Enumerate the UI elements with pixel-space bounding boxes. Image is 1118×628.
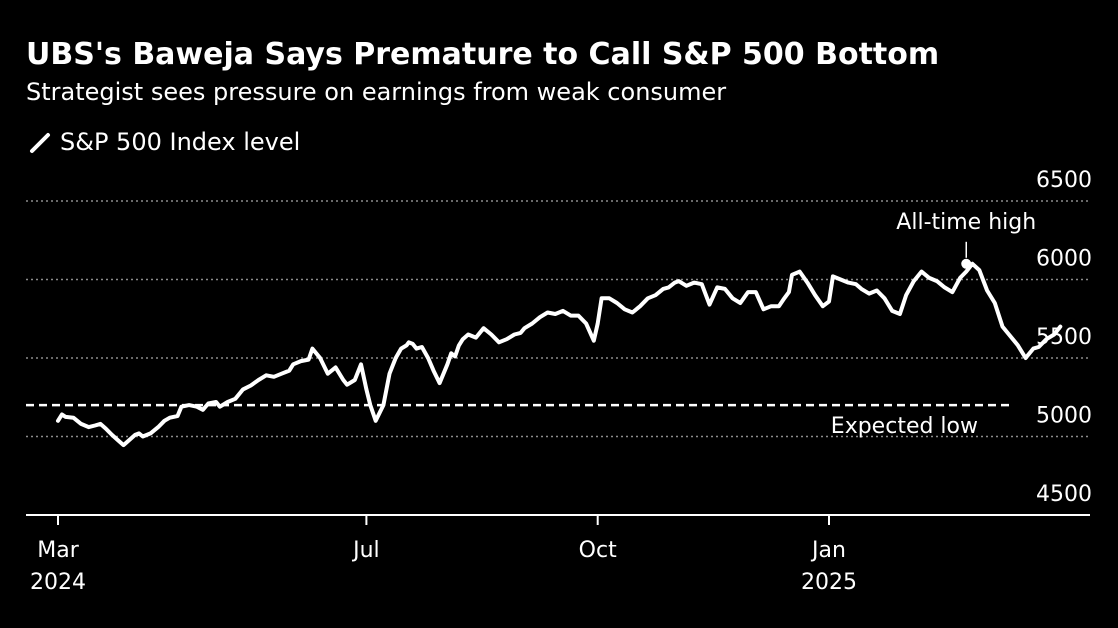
x-axis	[26, 514, 1090, 525]
y-tick-label-5000: 5000	[1036, 404, 1092, 429]
chart-title: UBS's Baweja Says Premature to Call S&P …	[26, 37, 940, 72]
all-time-high-marker	[961, 258, 972, 269]
x-axis-tick-labels: Mar 2024 Jul Oct Jan 2025	[30, 538, 857, 595]
x-tick-label-jan: Jan	[810, 538, 846, 563]
y-axis-tick-labels: 4500 5000 5500 6000 6500	[1036, 168, 1092, 507]
x-tick-label-mar: Mar	[37, 538, 79, 563]
chart-subtitle: Strategist sees pressure on earnings fro…	[26, 78, 727, 106]
expected-low-label: Expected low	[831, 414, 978, 439]
legend-label: S&P 500 Index level	[60, 128, 301, 156]
all-time-high-label: All-time high	[896, 210, 1036, 235]
series-layer	[56, 261, 1063, 448]
series-line-sp500	[56, 261, 1063, 448]
x-tick-label-jul: Jul	[351, 538, 380, 563]
legend-line-swatch-icon	[30, 133, 50, 153]
reference-lines: Expected low	[26, 403, 1014, 439]
x-tick-year-2025: 2025	[801, 570, 857, 595]
legend: S&P 500 Index level	[28, 127, 300, 157]
y-tick-label-4500: 4500	[1036, 482, 1092, 507]
grid-lines	[26, 200, 1090, 438]
x-tick-year-2024: 2024	[30, 570, 86, 595]
x-tick-label-oct: Oct	[579, 538, 617, 563]
annotations: All-time high	[896, 210, 1036, 269]
y-tick-label-6500: 6500	[1036, 168, 1092, 193]
y-tick-label-6000: 6000	[1036, 247, 1092, 272]
y-tick-label-5500: 5500	[1036, 325, 1092, 350]
